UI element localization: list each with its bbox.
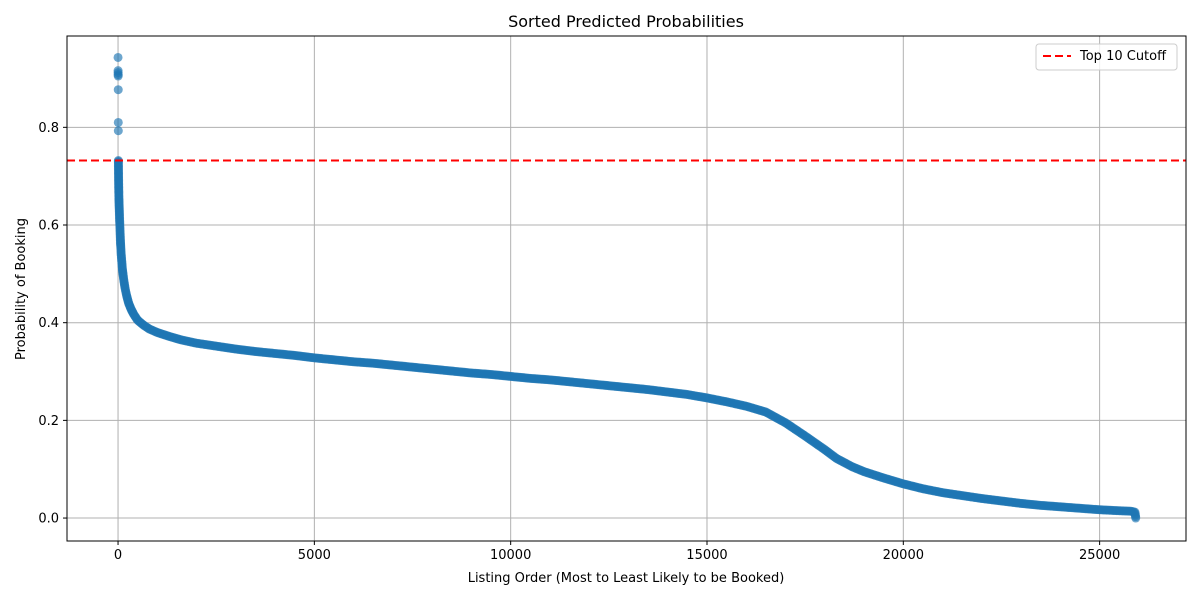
x-axis-ticks: 0 5000 10000 15000 20000 25000 (114, 541, 1120, 563)
data-point (1131, 513, 1141, 523)
y-tick-label: 0.4 (38, 316, 59, 331)
chart-title: Sorted Predicted Probabilities (508, 12, 744, 31)
data-point (113, 71, 123, 81)
x-tick-label: 20000 (883, 548, 924, 563)
x-tick-label: 15000 (686, 548, 727, 563)
y-tick-label: 0.6 (38, 219, 59, 234)
grid-lines (67, 36, 1186, 541)
scatter-points (113, 52, 1141, 523)
legend-box (1035, 43, 1178, 71)
legend: Top 10 Cutoff (1035, 43, 1178, 71)
x-axis-label: Listing Order (Most to Least Likely to b… (468, 571, 785, 586)
plot-frame (66, 35, 1187, 542)
x-tick-label: 0 (114, 548, 122, 563)
x-tick-label: 25000 (1079, 548, 1120, 563)
y-tick-label: 0.0 (38, 512, 59, 527)
data-point (113, 117, 123, 127)
x-tick-label: 10000 (490, 548, 531, 563)
y-axis-label: Probability of Booking (14, 218, 29, 360)
legend-entry-label: Top 10 Cutoff (1079, 49, 1167, 64)
y-tick-label: 0.2 (38, 414, 59, 429)
y-axis-ticks: 0.0 0.2 0.4 0.6 0.8 (38, 121, 67, 527)
data-point (113, 85, 123, 95)
data-point (113, 126, 123, 136)
data-point (113, 52, 123, 62)
x-tick-label: 5000 (298, 548, 331, 563)
y-tick-label: 0.8 (38, 121, 59, 136)
